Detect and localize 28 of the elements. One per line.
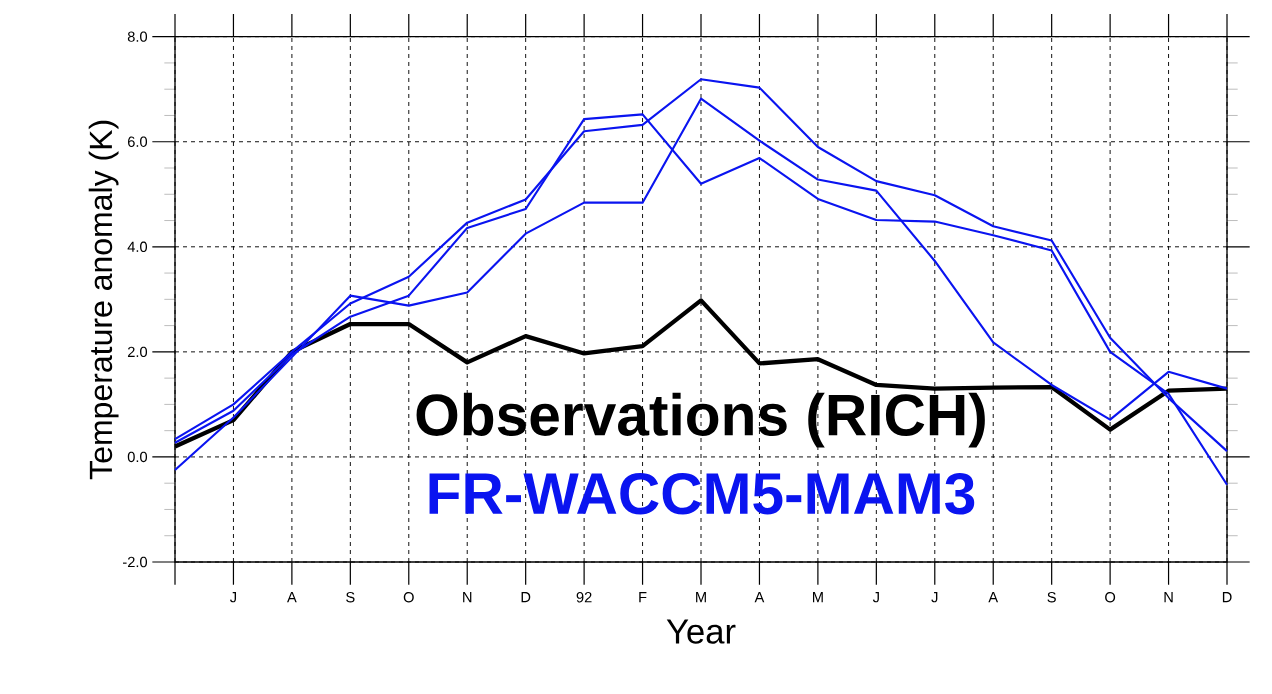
x-tick-label: J	[931, 592, 938, 603]
x-tick-label: 92	[576, 592, 592, 603]
x-tick-label: A	[754, 592, 765, 603]
x-tick-label: O	[1105, 592, 1116, 603]
y-axis-title: Temperature anomaly (K)	[88, 120, 119, 480]
y-tick-label: 0.0	[127, 451, 148, 463]
x-tick-label: J	[230, 592, 237, 603]
y-tick-label: 4.0	[127, 241, 148, 252]
x-tick-label: F	[639, 592, 647, 603]
y-tick-label: 6.0	[127, 136, 148, 147]
y-tick-label: -2.0	[123, 556, 148, 568]
x-tick-label: S	[346, 592, 355, 603]
x-tick-label: A	[988, 592, 999, 603]
x-tick-label: A	[287, 592, 297, 603]
series-label: Observations (RICH)	[416, 392, 985, 448]
x-tick-label: M	[696, 592, 706, 603]
x-tick-label: N	[463, 592, 472, 603]
x-tick-label: D	[521, 592, 531, 603]
x-tick-label: S	[1047, 592, 1056, 603]
y-tick-label: 2.0	[127, 346, 148, 358]
x-tick-label: O	[403, 592, 414, 603]
x-axis-title: Year	[666, 619, 736, 644]
x-tick-label: D	[1222, 592, 1232, 603]
y-tick-label: 8.0	[127, 31, 148, 42]
x-tick-label: N	[1164, 592, 1173, 603]
x-tick-label: J	[872, 592, 879, 603]
x-tick-label: M	[813, 592, 823, 603]
text: FR-WACCM5-MAM3	[429, 472, 975, 515]
